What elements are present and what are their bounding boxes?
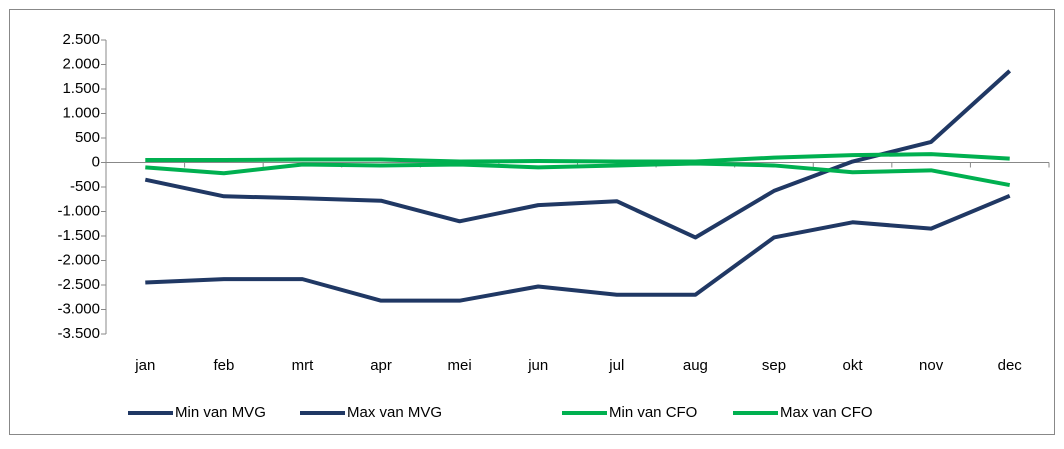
y-tick-label: -2.500 [57, 276, 100, 293]
y-tick-label: 1.500 [62, 80, 100, 97]
legend-label: Min van MVG [175, 404, 266, 421]
y-tick-label: 1.000 [62, 104, 100, 121]
x-tick-label: feb [213, 357, 234, 374]
x-tick-label: apr [370, 357, 392, 374]
series-line [145, 161, 1011, 188]
y-tick-label: 0 [92, 153, 100, 170]
x-tick-label: mrt [292, 357, 314, 374]
x-tick-label: dec [998, 357, 1023, 374]
x-tick-label: sep [762, 357, 786, 374]
x-tick-label: aug [683, 357, 708, 374]
y-tick-label: -1.500 [57, 227, 100, 244]
y-tick-label: 2.000 [62, 55, 100, 72]
y-tick-label: -1.000 [57, 202, 100, 219]
chart-border [9, 9, 1055, 435]
y-tick-label: 2.500 [62, 31, 100, 48]
legend-label: Max van CFO [780, 404, 873, 421]
legend-label: Max van MVG [347, 404, 442, 421]
series-line [144, 69, 1012, 240]
x-tick-label: nov [919, 357, 944, 374]
y-tick-label: 500 [75, 129, 100, 146]
x-tick-label: jan [134, 357, 155, 374]
legend-label: Min van CFO [609, 404, 697, 421]
x-tick-label: jul [608, 357, 624, 374]
x-tick-label: okt [843, 357, 864, 374]
y-tick-label: -3.500 [57, 325, 100, 342]
y-tick-label: -3.000 [57, 300, 100, 317]
y-tick-label: -2.000 [57, 251, 100, 268]
series-line [145, 152, 1010, 164]
x-tick-label: jun [527, 357, 548, 374]
series-line [145, 193, 1011, 303]
y-tick-label: -500 [70, 178, 100, 195]
x-tick-label: mei [448, 357, 472, 374]
